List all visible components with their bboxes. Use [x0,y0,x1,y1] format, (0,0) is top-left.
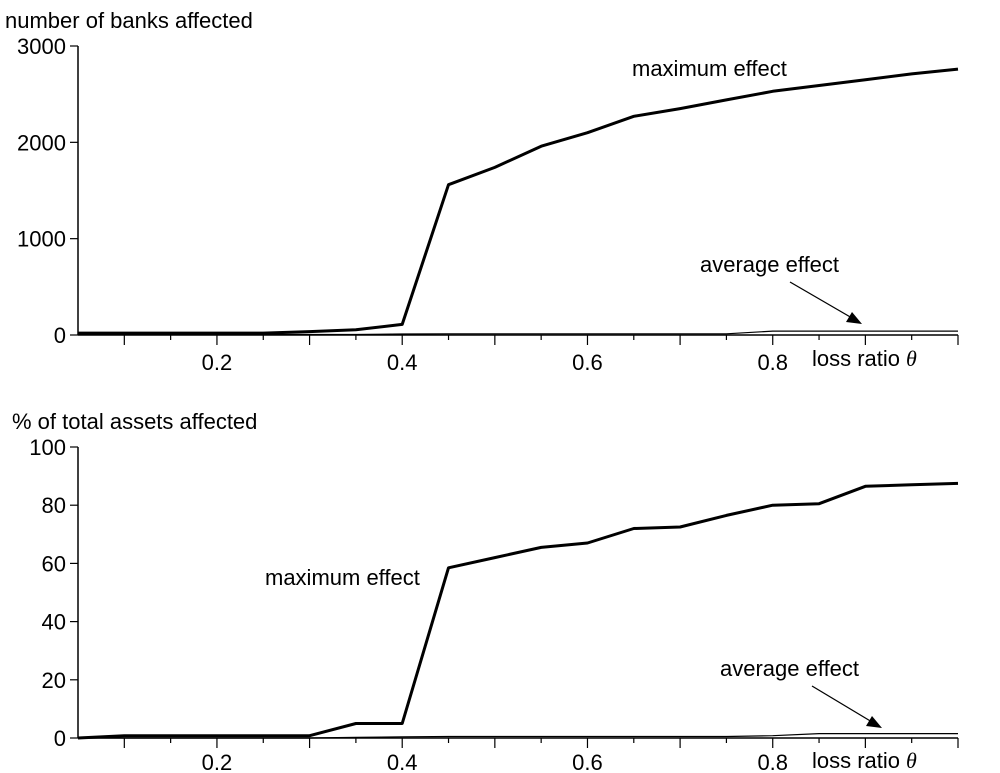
y-tick-label: 2000 [17,130,66,155]
x-tick-label: 0.8 [757,350,788,375]
y-tick-label: 40 [42,610,66,635]
x-axis-title: loss ratio θ [812,346,917,371]
annotation-average-effect: average effect [720,656,859,681]
x-tick-label: 0.4 [387,750,418,773]
y-tick-label: 80 [42,493,66,518]
x-tick-label: 0.4 [387,350,418,375]
x-tick-label: 0.8 [757,750,788,773]
panel-assets-affected: % of total assets affected loss ratio θ m… [12,409,959,773]
annotation-maximum-effect: maximum effect [265,565,420,590]
series-line-average-effect [78,330,958,336]
y-axis-title: number of banks affected [5,8,253,33]
series-line-average-effect [78,732,958,739]
average-effect-arrowhead [846,312,862,324]
x-tick-label: 0.6 [572,350,603,375]
x-axis-theta: θ [906,748,917,773]
x-axis-theta: θ [906,346,917,371]
average-effect-arrowhead [866,716,882,728]
series-line-maximum-effect [77,481,959,740]
y-axis-title: % of total assets affected [12,409,257,434]
x-tick-label: 0.6 [572,750,603,773]
x-axis-title-text: loss ratio [812,346,900,371]
y-tick-label: 100 [29,435,66,460]
panel-banks-affected: number of banks affected loss ratio θ max… [5,8,959,375]
average-effect-arrow-line [789,281,853,319]
y-tick-label: 3000 [17,34,66,59]
y-tick-label: 0 [54,726,66,751]
annotation-maximum-effect: maximum effect [632,56,787,81]
y-tick-label: 20 [42,668,66,693]
y-tick-label: 0 [54,323,66,348]
y-tick-label: 60 [42,551,66,576]
x-tick-label: 0.2 [202,350,233,375]
x-tick-label: 0.2 [202,750,233,773]
y-tick-label: 1000 [17,227,66,252]
x-axis-title-text: loss ratio [812,748,900,773]
annotation-average-effect: average effect [700,252,839,277]
series-line-maximum-effect [78,67,959,335]
x-axis-title: loss ratio θ [812,748,917,773]
average-effect-arrow-line [811,685,873,723]
